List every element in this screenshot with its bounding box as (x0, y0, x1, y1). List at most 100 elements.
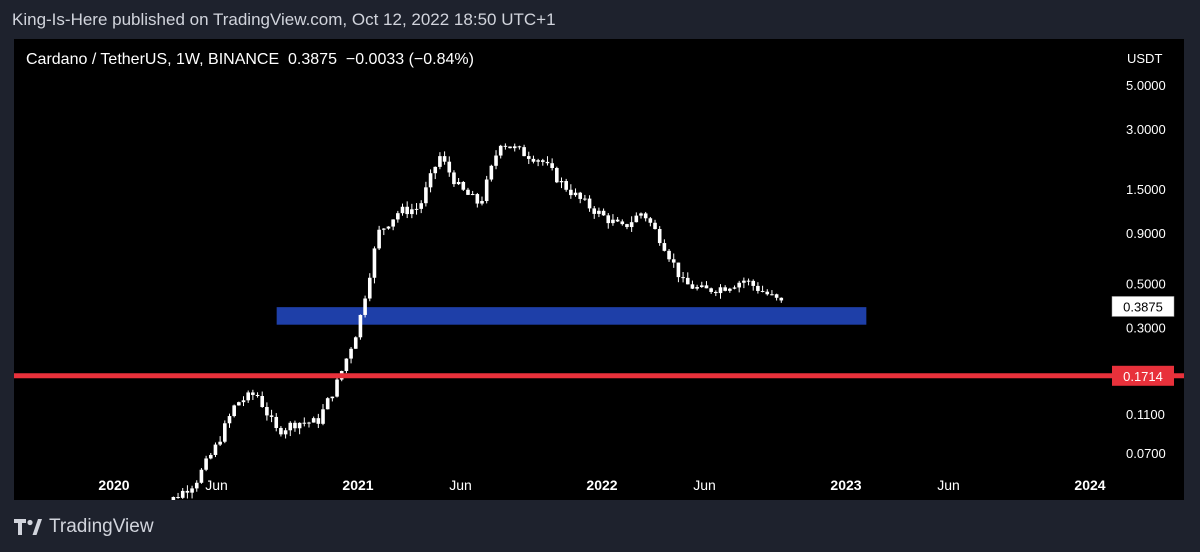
candle-body (648, 218, 653, 223)
candle-body (583, 198, 587, 200)
candle-body (251, 392, 255, 395)
candle-body (185, 490, 190, 493)
candle-body (728, 288, 732, 291)
line-price-badge (1112, 365, 1174, 386)
candle-body (597, 210, 601, 214)
candle-body (176, 496, 180, 498)
candle-body (461, 181, 466, 190)
candle-body (288, 422, 293, 431)
published-caption: King-Is-Here published on TradingView.co… (12, 10, 556, 29)
candle-body (480, 201, 484, 204)
candlestick-chart[interactable]: USDT 5.0000 3.0000 1.5000 0.9000 0.5000 0.3000… (14, 39, 1184, 500)
candle-body (353, 337, 358, 349)
candle-body (237, 402, 241, 406)
candle-body (265, 406, 269, 416)
x-tick-label: 2021 (342, 477, 373, 493)
candle-body (293, 422, 297, 429)
candle-body (578, 192, 583, 199)
candle-body (606, 215, 611, 224)
candle-body (765, 291, 770, 295)
candle-body (307, 422, 311, 424)
candle-body (667, 250, 671, 260)
candle-body (742, 280, 746, 283)
candle-body (522, 147, 526, 157)
support-zone (276, 307, 867, 325)
candle-body (428, 173, 433, 188)
candle-body (260, 396, 265, 407)
candle-body (283, 430, 288, 435)
candle-body (255, 394, 260, 397)
candle-body (199, 469, 204, 483)
candle-body (662, 243, 667, 251)
candle-body (774, 294, 779, 298)
candle-body (414, 208, 419, 210)
candle-body (232, 405, 236, 417)
candle-body (246, 392, 250, 401)
candle-body (732, 287, 737, 289)
x-tick-label: 2024 (1074, 477, 1105, 493)
candle-body (512, 146, 517, 149)
candle-body (746, 280, 751, 282)
last-price-label: 0.3875 (1123, 299, 1163, 314)
candle-body (466, 189, 470, 195)
candle-body (685, 277, 690, 285)
candle-body (634, 215, 639, 223)
candle-body (335, 379, 339, 397)
candle-body (629, 222, 634, 228)
candle-body (657, 229, 662, 244)
candle-body (377, 229, 381, 249)
candle-body (396, 213, 400, 220)
candle-body (531, 158, 536, 162)
candle-body (410, 209, 414, 215)
candle-body (456, 181, 461, 185)
candle-body (223, 423, 227, 442)
brand-name: TradingView (49, 516, 154, 537)
chart-panel[interactable]: USDT 5.0000 3.0000 1.5000 0.9000 0.5000 0.3000… (14, 39, 1184, 500)
x-tick-label: 2023 (830, 477, 861, 493)
candle-body (573, 192, 578, 196)
candle-body (564, 181, 568, 190)
candle-body (779, 297, 784, 301)
candle-body (447, 161, 452, 173)
candle-body (475, 194, 480, 204)
candle-body (517, 146, 522, 148)
candle-body (349, 348, 353, 359)
candle-body (620, 221, 625, 225)
candle-body (503, 145, 508, 147)
y-tick-label: 0.9000 (1126, 226, 1166, 241)
candle-body (484, 179, 489, 202)
candle-body (190, 488, 194, 493)
last-price-badge (1111, 296, 1175, 317)
candle-body (690, 284, 695, 289)
tradingview-brand[interactable]: TradingView (14, 516, 154, 538)
candle-body (540, 160, 545, 162)
candle-body (550, 163, 554, 168)
candle-body (611, 219, 615, 224)
candle-body (494, 155, 498, 166)
candle-body (241, 400, 246, 403)
candle-body (194, 482, 199, 489)
candle-body (442, 156, 447, 162)
candle-body (639, 213, 643, 216)
candle-body (714, 291, 718, 294)
candle-body (526, 156, 531, 159)
y-tick-label: 0.5000 (1126, 276, 1166, 291)
candle-body (382, 228, 386, 230)
candle-body (391, 219, 395, 227)
candle-body (433, 166, 438, 174)
candle-body (615, 219, 620, 222)
y-tick-label: 0.0700 (1126, 446, 1166, 461)
x-tick-label: Jun (205, 477, 228, 493)
x-tick-label: Jun (693, 477, 716, 493)
candle-body (386, 226, 391, 229)
candle-body (419, 203, 424, 209)
x-tick-label: Jun (937, 477, 960, 493)
candle-body (587, 198, 592, 209)
x-tick-label: 2020 (98, 477, 129, 493)
candle-body (330, 396, 335, 399)
candle-body (751, 280, 756, 286)
candle-body (325, 398, 330, 410)
candle-body (218, 441, 222, 445)
candle-body (653, 222, 657, 230)
candle-body (321, 409, 325, 424)
